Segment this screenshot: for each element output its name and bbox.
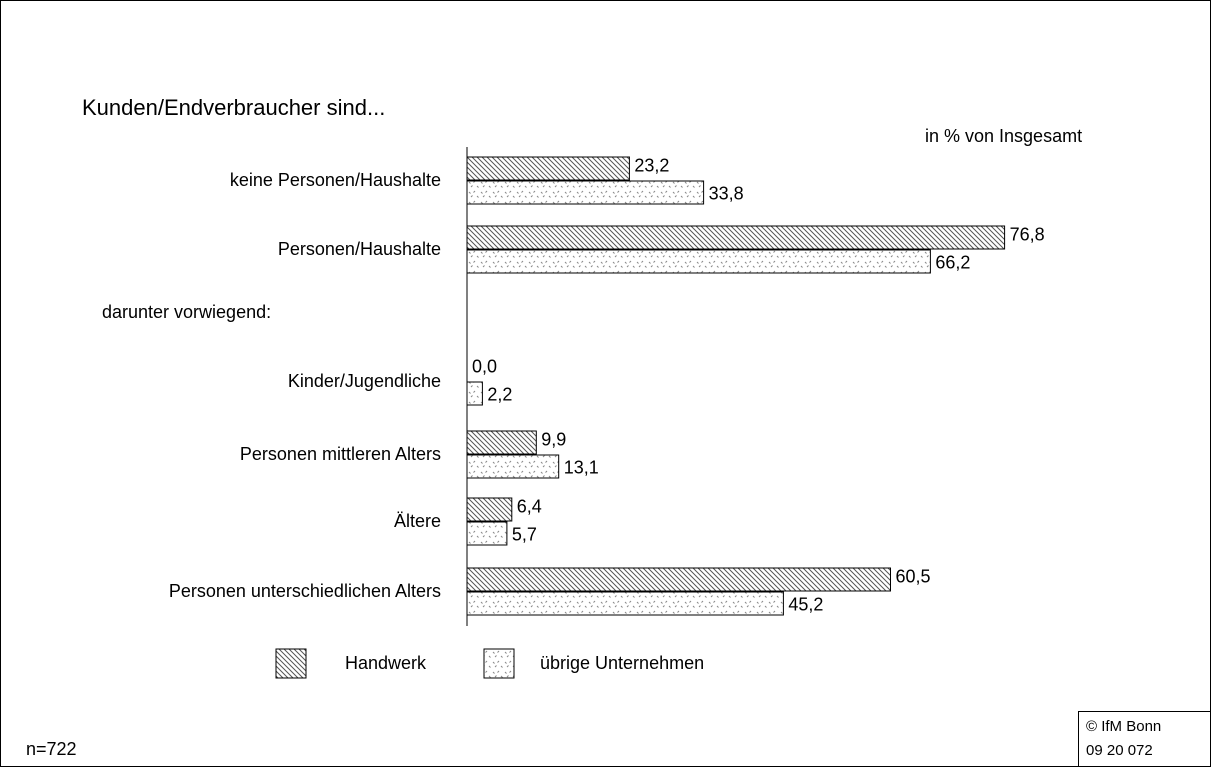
chart-title: Kunden/Endverbraucher sind... [82, 95, 385, 120]
chart-subtitle: in % von Insgesamt [925, 126, 1082, 146]
category-label: darunter vorwiegend: [102, 302, 271, 322]
value-label: 66,2 [935, 252, 970, 272]
bar [466, 567, 891, 592]
value-label: 6,4 [517, 496, 542, 516]
bar [466, 381, 483, 406]
bar [466, 521, 508, 546]
bar [466, 156, 630, 181]
category-label: Kinder/Jugendliche [288, 371, 441, 391]
category-label: Personen mittleren Alters [240, 444, 441, 464]
category-label: Personen/Haushalte [278, 239, 441, 259]
legend-swatch [275, 648, 307, 679]
value-label: 0,0 [472, 356, 497, 376]
category-label: Personen unterschiedlichen Alters [169, 581, 441, 601]
source: 09 20 072 [1086, 742, 1153, 759]
value-label: 2,2 [487, 384, 512, 404]
value-label: 33,8 [709, 183, 744, 203]
source: © IfM Bonn [1086, 718, 1161, 735]
value-label: 76,8 [1010, 224, 1045, 244]
bar [466, 454, 560, 479]
legend-swatch [483, 648, 515, 679]
bar [466, 225, 1006, 250]
bar [466, 180, 705, 205]
value-label: 13,1 [564, 457, 599, 477]
value-label: 23,2 [634, 155, 669, 175]
bar [466, 249, 931, 274]
value-label: 45,2 [788, 594, 823, 614]
source-box [1078, 711, 1211, 767]
category-label: Ältere [394, 511, 441, 531]
category-label: keine Personen/Haushalte [230, 170, 441, 190]
legend-label: übrige Unternehmen [540, 653, 704, 673]
bar [466, 497, 513, 522]
legend-label: Handwerk [345, 653, 427, 673]
bar [466, 591, 784, 616]
value-label: 5,7 [512, 524, 537, 544]
bar [466, 430, 537, 455]
value-label: 60,5 [896, 566, 931, 586]
value-label: 9,9 [541, 429, 566, 449]
note: n=722 [26, 739, 77, 759]
